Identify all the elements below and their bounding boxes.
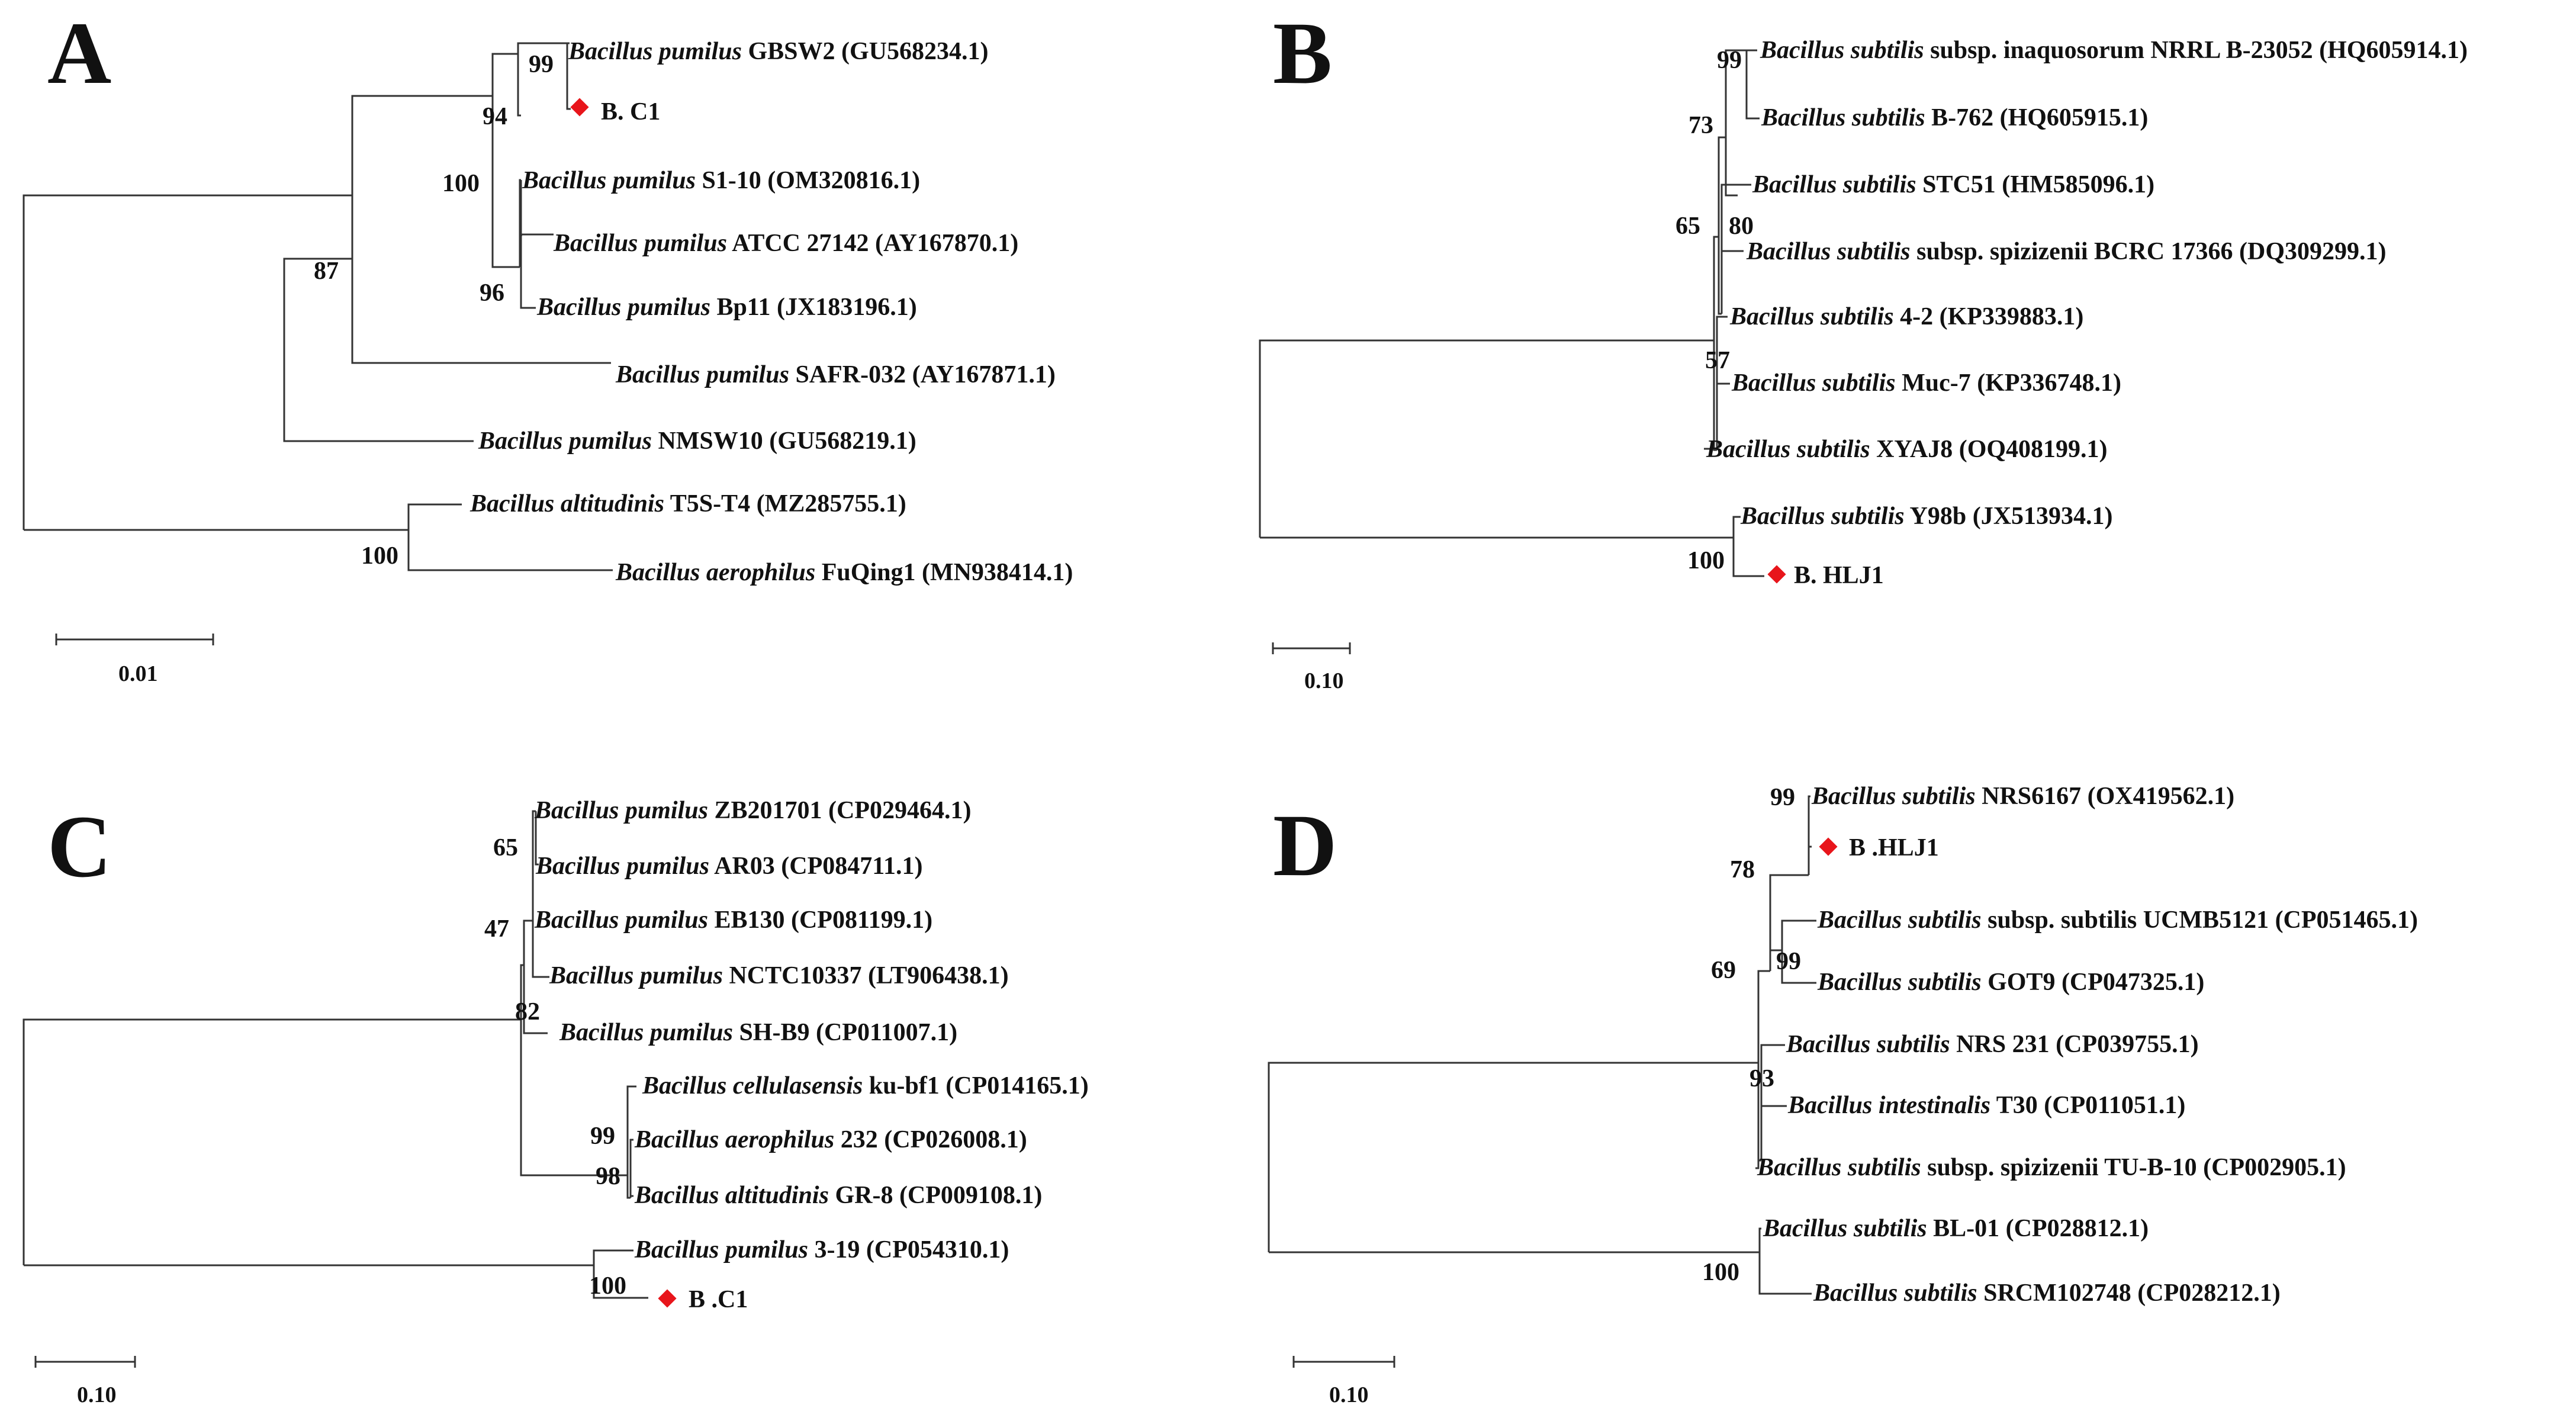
bootstrap-value: 47 xyxy=(484,915,509,943)
scale-bar-a: 0.01 xyxy=(55,634,214,686)
isolate-label: B. C1 xyxy=(601,98,660,126)
scale-bar-d: 0.10 xyxy=(1292,1356,1395,1407)
bootstrap-value: 57 xyxy=(1705,347,1730,374)
leaf-label: Bacillus aerophilus 232 (CP026008.1) xyxy=(634,1126,1027,1153)
bootstrap-value: 98 xyxy=(596,1163,620,1190)
leaf-label: Bacillus intestinalis T30 (CP011051.1) xyxy=(1787,1092,2185,1119)
leaf-labels-d: Bacillus subtilis NRS6167 (OX419562.1) B… xyxy=(1757,783,2418,1307)
bootstrap-value: 65 xyxy=(1675,213,1700,240)
leaf-label: Bacillus subtilis B-762 (HQ605915.1) xyxy=(1761,104,2148,131)
isolate-label: B. HLJ1 xyxy=(1794,562,1884,589)
leaf-label: Bacillus altitudinis T5S-T4 (MZ285755.1) xyxy=(469,490,906,517)
bootstrap-value: 99 xyxy=(1717,47,1742,74)
leaf-label: Bacillus pumilus ZB201701 (CP029464.1) xyxy=(534,797,971,824)
panel-d: D Bacillus subtilis NRS6167 (OX419562.1)… xyxy=(1268,783,2418,1407)
leaf-label: Bacillus subtilis Muc-7 (KP336748.1) xyxy=(1731,369,2121,397)
leaf-labels-a: Bacillus pumilus GBSW2 (GU568234.1) B. C… xyxy=(469,38,1073,586)
bootstrap-value: 99 xyxy=(1776,948,1801,975)
leaf-label: Bacillus subtilis GOT9 (CP047325.1) xyxy=(1817,969,2204,996)
isolate-label: B .C1 xyxy=(689,1286,748,1313)
bootstrap-value: 78 xyxy=(1730,856,1755,883)
bootstrap-value: 96 xyxy=(480,279,504,307)
leaf-label: Bacillus subtilis NRS 231 (CP039755.1) xyxy=(1786,1031,2199,1058)
leaf-label: Bacillus pumilus SH-B9 (CP011007.1) xyxy=(559,1019,957,1046)
leaf-label: Bacillus subtilis subsp. subtilis UCMB51… xyxy=(1817,906,2418,934)
scale-bar-label: 0.01 xyxy=(118,661,158,686)
bootstrap-value: 100 xyxy=(442,170,480,197)
isolate-marker-icon xyxy=(1767,565,1786,584)
bootstrap-values-a: 99 94 100 87 96 100 xyxy=(314,51,554,570)
tree-branches-c xyxy=(22,810,648,1299)
bootstrap-value: 100 xyxy=(589,1272,626,1300)
leaf-label: Bacillus pumilus 3-19 (CP054310.1) xyxy=(634,1236,1009,1264)
leaf-label: Bacillus pumilus NCTC10337 (LT906438.1) xyxy=(549,962,1009,989)
bootstrap-value: 100 xyxy=(1702,1259,1739,1286)
panel-c: C Bacillus pumilus ZB201701 (CP029464.1)… xyxy=(22,797,1089,1407)
panel-letter-d: D xyxy=(1273,796,1337,895)
leaf-label: Bacillus pumilus NMSW10 (GU568219.1) xyxy=(478,427,916,455)
bootstrap-value: 99 xyxy=(1770,784,1795,811)
tree-branches-a xyxy=(22,42,613,571)
leaf-label: Bacillus pumilus Bp11 (JX183196.1) xyxy=(536,294,917,321)
panel-b: B Bacillus subtilis subsp. inaquosorum N… xyxy=(1259,4,2468,693)
leaf-label: Bacillus pumilus EB130 (CP081199.1) xyxy=(534,906,932,934)
leaf-label: Bacillus subtilis subsp. inaquosorum NRR… xyxy=(1760,37,2468,64)
bootstrap-values-d: 99 78 99 69 93 100 xyxy=(1702,784,1801,1286)
isolate-marker-icon xyxy=(570,98,589,117)
bootstrap-value: 82 xyxy=(515,998,540,1025)
tree-branches-d xyxy=(1268,795,1816,1295)
leaf-label: Bacillus subtilis XYAJ8 (OQ408199.1) xyxy=(1706,436,2108,463)
bootstrap-value: 94 xyxy=(483,103,507,130)
bootstrap-value: 93 xyxy=(1750,1065,1774,1092)
isolate-label: B .HLJ1 xyxy=(1849,834,1939,861)
leaf-label: Bacillus subtilis 4-2 (KP339883.1) xyxy=(1729,303,2083,330)
leaf-label: Bacillus subtilis subsp. spizizenii TU-B… xyxy=(1757,1154,2346,1181)
leaf-label: Bacillus altitudinis GR-8 (CP009108.1) xyxy=(634,1182,1042,1209)
bootstrap-value: 99 xyxy=(529,51,554,78)
leaf-label: Bacillus aerophilus FuQing1 (MN938414.1) xyxy=(615,559,1073,586)
scale-bar-label: 0.10 xyxy=(77,1383,117,1407)
bootstrap-value: 100 xyxy=(361,542,398,570)
bootstrap-value: 99 xyxy=(590,1123,615,1150)
scale-bar-b: 0.10 xyxy=(1272,642,1351,693)
leaf-label: Bacillus subtilis NRS6167 (OX419562.1) xyxy=(1811,783,2234,810)
leaf-label: Bacillus subtilis Y98b (JX513934.1) xyxy=(1740,503,2113,530)
leaf-labels-c: Bacillus pumilus ZB201701 (CP029464.1) B… xyxy=(534,797,1089,1313)
leaf-label: Bacillus subtilis SRCM102748 (CP028212.1… xyxy=(1813,1279,2281,1307)
leaf-label: Bacillus pumilus SAFR-032 (AY167871.1) xyxy=(615,361,1056,388)
panel-letter-c: C xyxy=(47,798,111,896)
bootstrap-values-c: 65 47 82 99 98 100 xyxy=(484,834,626,1300)
leaf-label: Bacillus subtilis STC51 (HM585096.1) xyxy=(1752,171,2154,198)
bootstrap-values-b: 99 73 80 65 57 100 xyxy=(1675,47,1754,574)
leaf-label: Bacillus pumilus ATCC 27142 (AY167870.1) xyxy=(553,230,1018,257)
tree-branches-b xyxy=(1259,49,1764,577)
panel-letter-a: A xyxy=(47,4,111,102)
leaf-label: Bacillus cellulasensis ku-bf1 (CP014165.… xyxy=(642,1072,1089,1099)
leaf-label: Bacillus pumilus AR03 (CP084711.1) xyxy=(535,853,922,880)
scale-bar-label: 0.10 xyxy=(1304,668,1344,693)
bootstrap-value: 87 xyxy=(314,258,339,285)
bootstrap-value: 69 xyxy=(1711,957,1736,984)
scale-bar-label: 0.10 xyxy=(1329,1383,1369,1407)
bootstrap-value: 65 xyxy=(493,834,518,861)
leaf-label: Bacillus subtilis BL-01 (CP028812.1) xyxy=(1763,1215,2149,1242)
leaf-label: Bacillus subtilis subsp. spizizenii BCRC… xyxy=(1746,238,2387,265)
panel-letter-b: B xyxy=(1273,4,1332,102)
bootstrap-value: 73 xyxy=(1689,112,1713,139)
scale-bar-c: 0.10 xyxy=(34,1356,136,1407)
leaf-label: Bacillus pumilus GBSW2 (GU568234.1) xyxy=(568,38,988,65)
leaf-labels-b: Bacillus subtilis subsp. inaquosorum NRR… xyxy=(1706,37,2468,589)
bootstrap-value: 100 xyxy=(1687,547,1725,574)
bootstrap-value: 80 xyxy=(1729,213,1754,240)
panel-a: A Bacillus pumilus GBSW2 (GU568234.1) xyxy=(22,4,1073,686)
isolate-marker-icon xyxy=(1819,837,1838,856)
leaf-label: Bacillus pumilus S1-10 (OM320816.1) xyxy=(522,167,920,194)
isolate-marker-icon xyxy=(658,1289,677,1308)
